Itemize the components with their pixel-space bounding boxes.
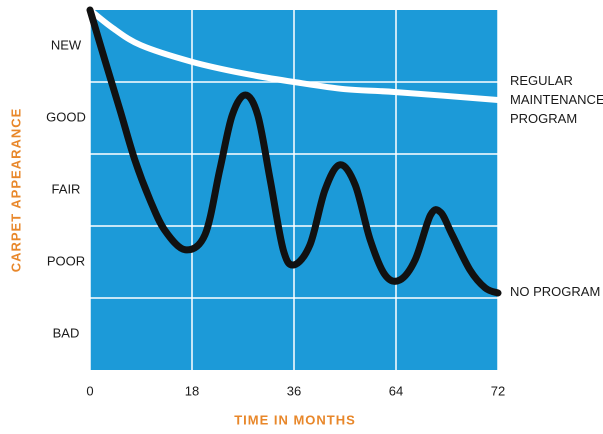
series-line [87, 7, 501, 103]
series-label: NO PROGRAM [510, 284, 600, 299]
x-tick-label: 64 [389, 383, 403, 398]
x-tick-label: 72 [491, 383, 505, 398]
x-tick-label: 18 [185, 383, 199, 398]
x-tick-label: 36 [287, 383, 301, 398]
y-tick-label: POOR [47, 253, 85, 268]
y-tick-label: BAD [53, 325, 80, 340]
series-label: REGULAR MAINTENANCE PROGRAM [510, 73, 603, 126]
x-axis-title: TIME IN MONTHS [234, 412, 356, 427]
y-axis-title: CARPET APPEARANCE [8, 108, 23, 273]
y-tick-label: FAIR [52, 181, 81, 196]
y-tick-label: NEW [51, 37, 82, 52]
series-line [86, 6, 502, 297]
x-tick-label: 0 [86, 383, 93, 398]
y-tick-label: GOOD [46, 109, 86, 124]
